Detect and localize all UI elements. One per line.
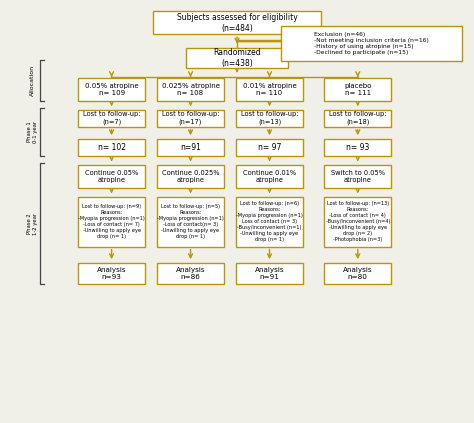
Text: Lost to follow-up: (n=5)
Reasons:
-Myopia progression (n=1)
-Loss of contact(n= : Lost to follow-up: (n=5) Reasons: -Myopi… xyxy=(157,204,224,239)
Text: 0.025% atropine
n= 108: 0.025% atropine n= 108 xyxy=(162,82,219,96)
Text: placebo
n= 111: placebo n= 111 xyxy=(344,82,372,96)
Text: Analysis
n=86: Analysis n=86 xyxy=(176,267,205,280)
Text: 0.05% atropine
n= 109: 0.05% atropine n= 109 xyxy=(85,82,138,96)
FancyBboxPatch shape xyxy=(236,110,303,127)
Text: Subjects assessed for eligibility
(n=484): Subjects assessed for eligibility (n=484… xyxy=(177,13,297,33)
Text: Phase 2
1-2 year: Phase 2 1-2 year xyxy=(27,212,38,235)
Text: Allocation: Allocation xyxy=(30,65,35,96)
FancyBboxPatch shape xyxy=(78,110,145,127)
Text: Lost to follow-up: (n=6)
Reasons:
-Myopia progression (n=1)
Loss of contact (n= : Lost to follow-up: (n=6) Reasons: -Myopi… xyxy=(236,201,303,242)
FancyBboxPatch shape xyxy=(324,197,392,247)
Text: n=91: n=91 xyxy=(180,143,201,152)
Text: Lost to follow-up:
(n=17): Lost to follow-up: (n=17) xyxy=(162,111,219,125)
FancyBboxPatch shape xyxy=(324,110,392,127)
FancyBboxPatch shape xyxy=(78,139,145,156)
Text: Switch to 0.05%
atropine: Switch to 0.05% atropine xyxy=(331,170,385,183)
FancyBboxPatch shape xyxy=(157,263,224,284)
FancyBboxPatch shape xyxy=(78,165,145,188)
FancyBboxPatch shape xyxy=(157,110,224,127)
Text: Continue 0.01%
atropine: Continue 0.01% atropine xyxy=(243,170,296,183)
Text: Lost to follow-up: (n=13)
Reasons:
-Loss of contact (n= 4)
-Busy/Inconvenient (n: Lost to follow-up: (n=13) Reasons: -Loss… xyxy=(326,201,390,242)
FancyBboxPatch shape xyxy=(154,11,320,34)
FancyBboxPatch shape xyxy=(157,78,224,101)
FancyBboxPatch shape xyxy=(236,263,303,284)
Text: Lost to follow-up:
(n=7): Lost to follow-up: (n=7) xyxy=(83,111,140,125)
FancyBboxPatch shape xyxy=(281,26,462,61)
Text: Exclusion (n=46)
-Not meeting inclusion criteria (n=16)
-History of using atropi: Exclusion (n=46) -Not meeting inclusion … xyxy=(314,32,429,55)
FancyBboxPatch shape xyxy=(78,197,145,247)
Text: Continue 0.025%
atropine: Continue 0.025% atropine xyxy=(162,170,219,183)
Text: Lost to follow-up:
(n=18): Lost to follow-up: (n=18) xyxy=(329,111,386,125)
FancyBboxPatch shape xyxy=(236,165,303,188)
Text: Analysis
n=80: Analysis n=80 xyxy=(343,267,373,280)
FancyBboxPatch shape xyxy=(236,197,303,247)
Text: 0.01% atropine
n= 110: 0.01% atropine n= 110 xyxy=(243,82,296,96)
Text: Phase 1
0-1 year: Phase 1 0-1 year xyxy=(27,121,38,143)
Text: Randomized
(n=438): Randomized (n=438) xyxy=(213,48,261,68)
FancyBboxPatch shape xyxy=(324,263,392,284)
Text: Analysis
n=91: Analysis n=91 xyxy=(255,267,284,280)
Text: n= 97: n= 97 xyxy=(258,143,281,152)
FancyBboxPatch shape xyxy=(324,165,392,188)
FancyBboxPatch shape xyxy=(236,78,303,101)
FancyBboxPatch shape xyxy=(157,139,224,156)
FancyBboxPatch shape xyxy=(324,139,392,156)
FancyBboxPatch shape xyxy=(236,139,303,156)
FancyBboxPatch shape xyxy=(78,78,145,101)
FancyBboxPatch shape xyxy=(157,197,224,247)
FancyBboxPatch shape xyxy=(157,165,224,188)
FancyBboxPatch shape xyxy=(324,78,392,101)
Text: Lost to follow-up:
(n=13): Lost to follow-up: (n=13) xyxy=(241,111,298,125)
Text: n= 93: n= 93 xyxy=(346,143,369,152)
Text: n= 102: n= 102 xyxy=(98,143,126,152)
Text: Continue 0.05%
atropine: Continue 0.05% atropine xyxy=(85,170,138,183)
Text: Lost to follow-up: (n=9)
Reasons:
-Myopia progression (n=1)
-Loss of contact (n=: Lost to follow-up: (n=9) Reasons: -Myopi… xyxy=(78,204,145,239)
FancyBboxPatch shape xyxy=(78,263,145,284)
FancyBboxPatch shape xyxy=(186,48,288,69)
Text: Analysis
n=93: Analysis n=93 xyxy=(97,267,127,280)
